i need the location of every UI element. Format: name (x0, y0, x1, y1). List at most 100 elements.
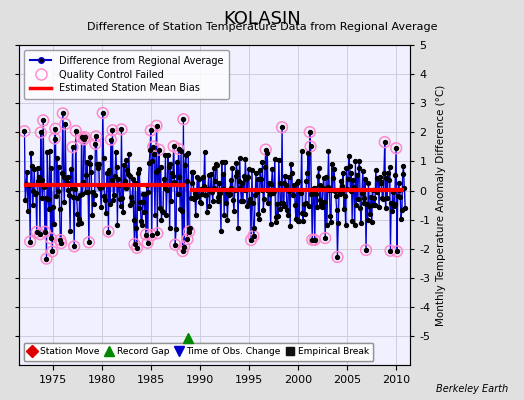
Point (308, 236, 316, 243)
Point (386, 248, 395, 254)
Point (74, 220, 82, 227)
Point (253, 188, 261, 195)
Point (68, 185, 76, 192)
Point (122, 184, 130, 191)
Point (238, 180, 246, 186)
Point (191, 211, 200, 218)
Point (129, 217, 138, 223)
Point (78, 134, 86, 140)
Point (89, 188, 97, 195)
Point (344, 176, 352, 182)
Point (103, 170, 111, 176)
Point (265, 179, 273, 186)
Point (263, 150, 271, 156)
Point (380, 139, 389, 145)
Point (272, 219, 280, 226)
Point (153, 230, 161, 236)
Point (141, 231, 150, 238)
Point (332, 207, 341, 214)
Point (70, 243, 79, 250)
Point (374, 176, 383, 182)
Point (149, 144, 157, 150)
Point (223, 217, 232, 224)
Point (151, 169, 160, 175)
Point (259, 207, 267, 214)
Point (47, 165, 56, 171)
Point (200, 183, 208, 189)
Point (182, 178, 191, 184)
Point (103, 170, 112, 176)
Point (150, 151, 158, 157)
Point (167, 198, 176, 204)
Point (110, 191, 118, 198)
Point (93, 161, 101, 167)
Point (310, 237, 319, 243)
Point (383, 194, 391, 201)
Point (104, 228, 113, 235)
Point (44, 196, 52, 202)
Point (266, 221, 275, 228)
Point (394, 193, 402, 200)
Point (163, 151, 172, 158)
Point (285, 188, 293, 194)
Point (267, 181, 276, 187)
Point (389, 189, 397, 195)
Point (173, 159, 181, 165)
Point (99, 110, 107, 116)
Point (137, 218, 145, 224)
Point (168, 170, 176, 176)
Text: Berkeley Earth: Berkeley Earth (436, 384, 508, 394)
Point (117, 126, 126, 132)
Point (107, 177, 116, 184)
Point (63, 179, 71, 185)
Point (127, 194, 135, 200)
Point (59, 110, 67, 116)
Point (71, 185, 79, 192)
Point (178, 248, 187, 254)
Point (373, 189, 381, 195)
Point (81, 134, 89, 140)
Point (132, 225, 140, 231)
Point (312, 191, 321, 197)
Point (283, 212, 292, 218)
Point (125, 151, 133, 158)
Point (130, 241, 139, 247)
Point (28, 202, 37, 208)
Point (77, 220, 85, 226)
Point (367, 218, 376, 225)
Point (200, 148, 209, 155)
Point (286, 222, 294, 229)
Point (104, 228, 113, 235)
Point (170, 178, 179, 185)
Point (100, 154, 108, 161)
Point (392, 145, 400, 151)
Point (384, 169, 392, 176)
Point (318, 204, 326, 210)
Point (310, 185, 318, 191)
Point (254, 176, 262, 183)
Point (338, 183, 346, 190)
Point (220, 212, 228, 218)
Point (321, 235, 330, 241)
Point (198, 191, 206, 197)
Point (305, 129, 314, 135)
Point (362, 247, 370, 253)
Point (232, 159, 241, 166)
Point (153, 230, 161, 236)
Point (269, 190, 277, 196)
Point (245, 199, 254, 205)
Point (108, 127, 117, 134)
Point (216, 190, 224, 196)
Point (82, 172, 91, 178)
Point (382, 175, 390, 181)
Point (92, 133, 101, 140)
Point (300, 201, 308, 207)
Point (51, 126, 60, 132)
Point (192, 194, 201, 200)
Point (53, 188, 62, 194)
Point (72, 128, 80, 134)
Point (85, 239, 93, 246)
Point (34, 178, 42, 184)
Point (30, 166, 38, 172)
Point (256, 167, 264, 174)
